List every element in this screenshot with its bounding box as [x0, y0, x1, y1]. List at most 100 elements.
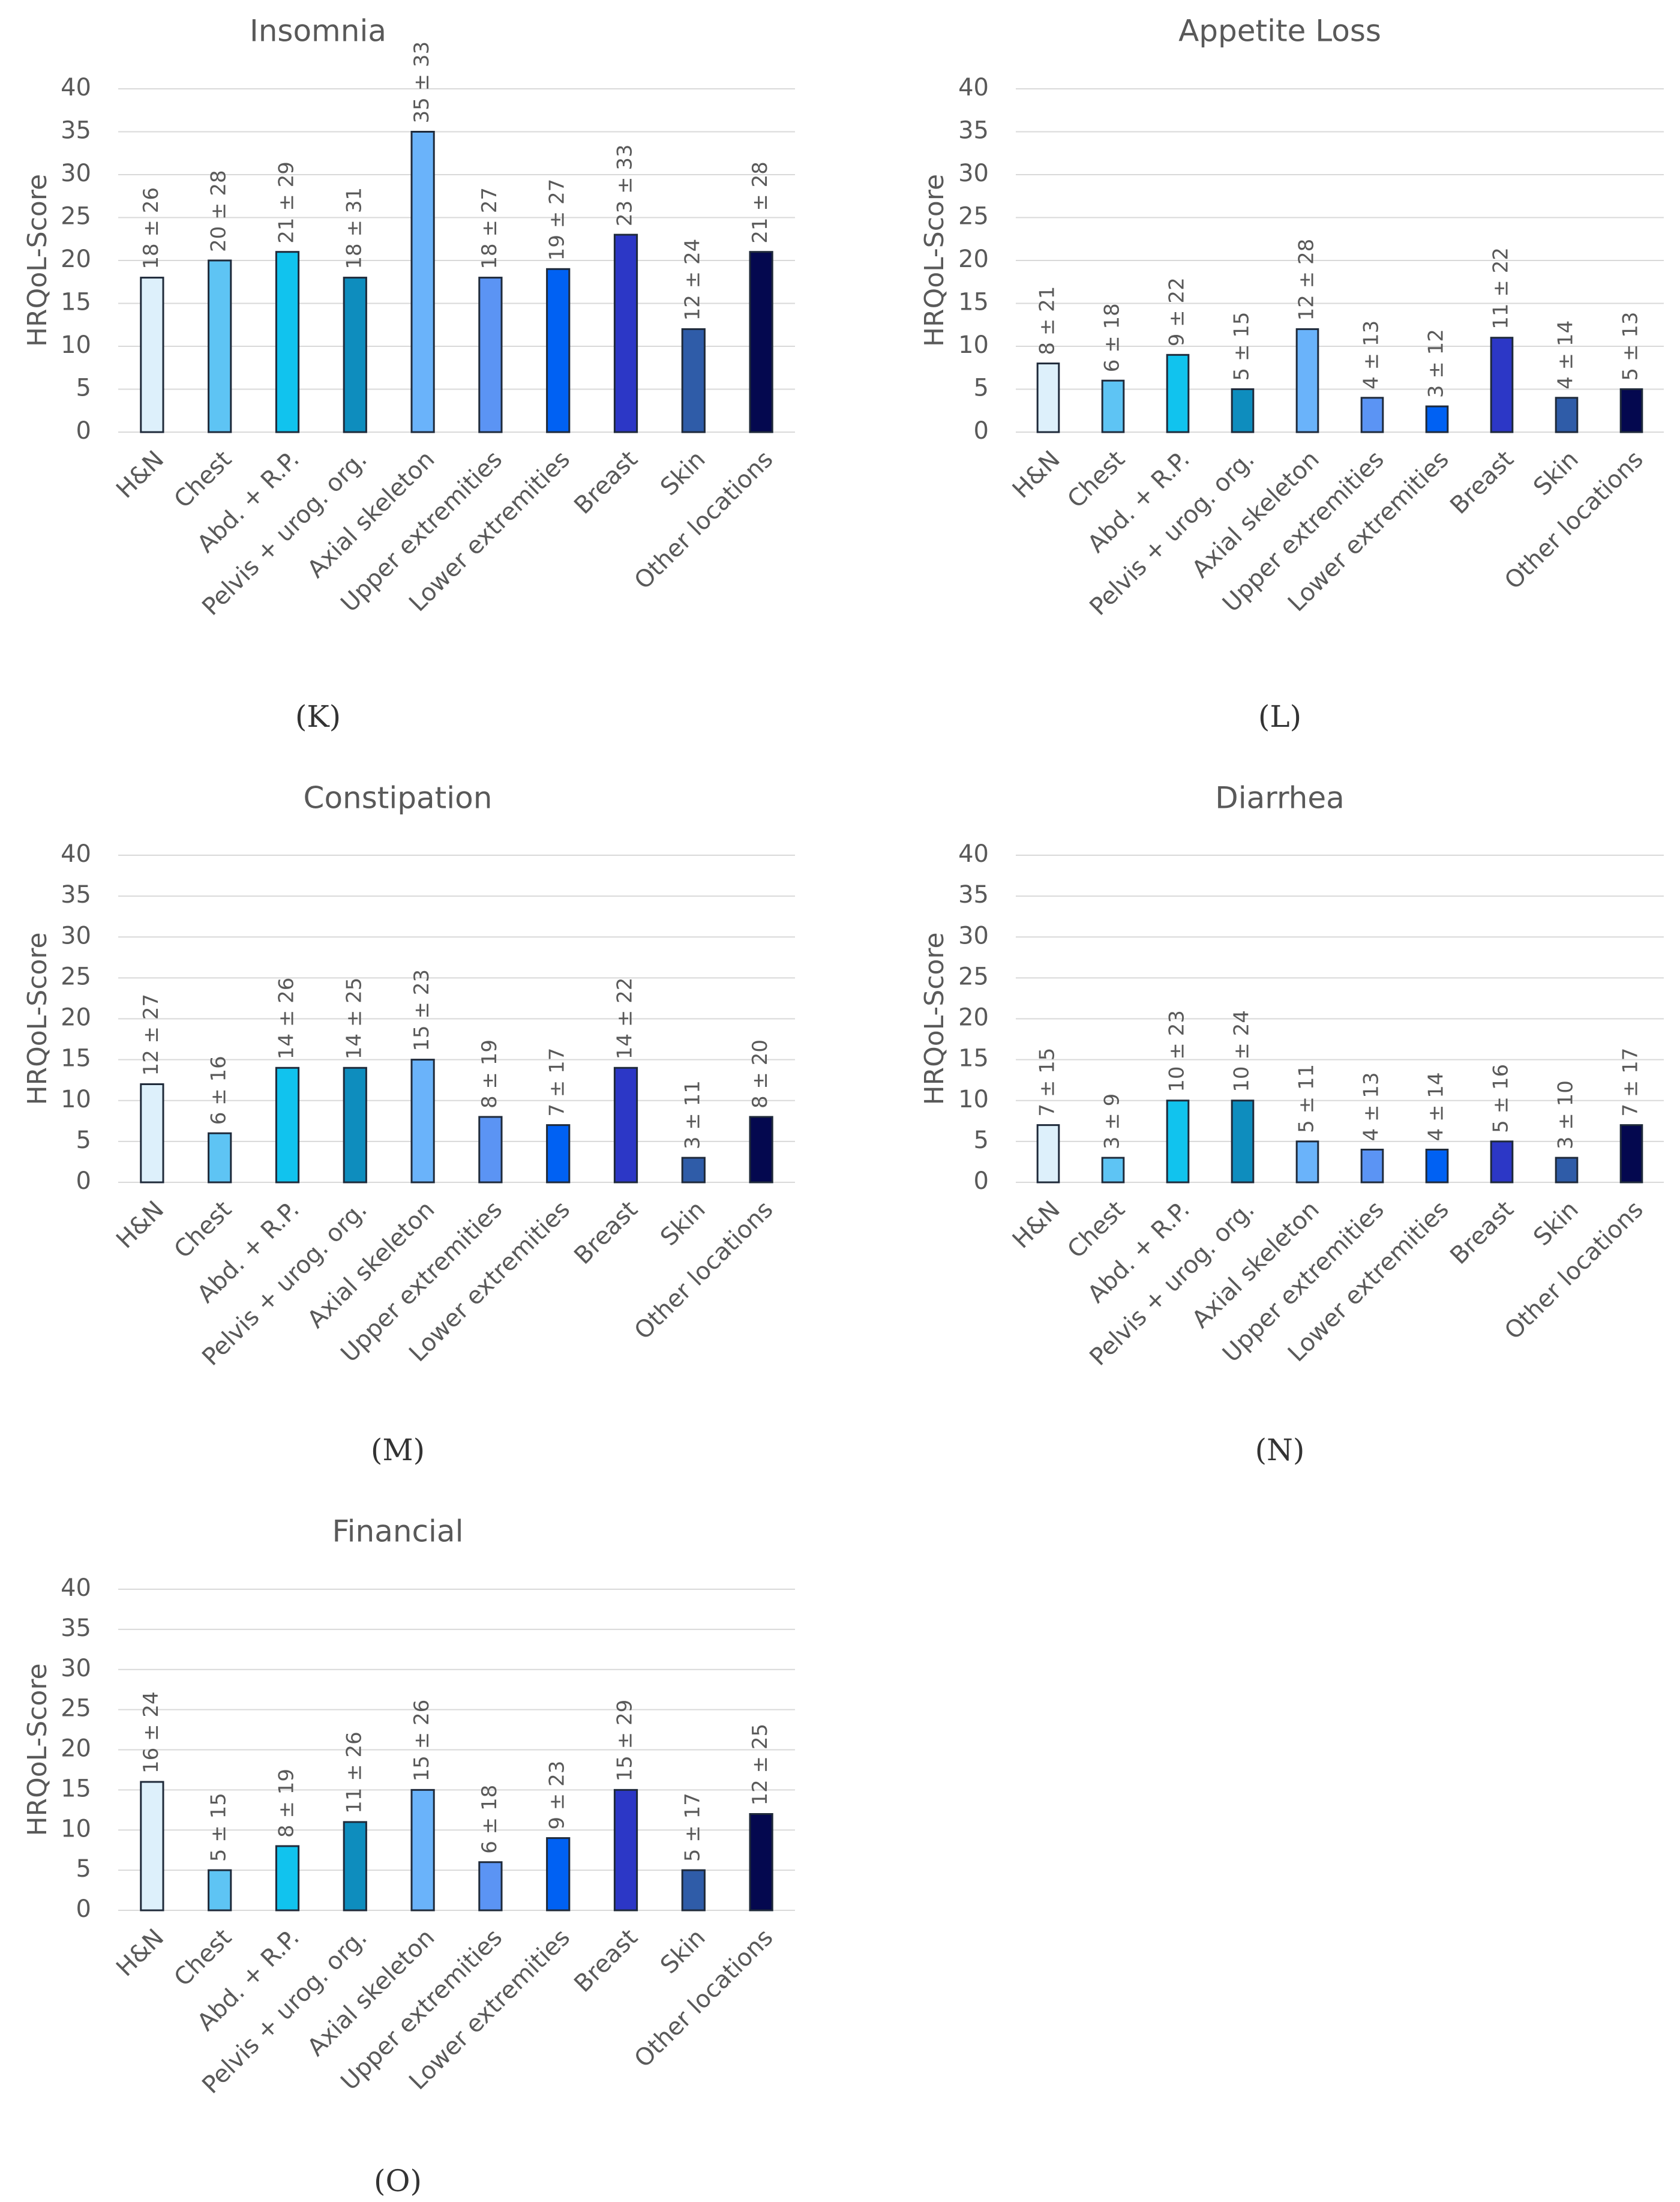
data-label: 6 ± 18	[1100, 303, 1124, 372]
bar	[613, 1066, 638, 1184]
bar	[1166, 353, 1190, 433]
y-tick-label: 25	[61, 1695, 91, 1722]
y-tick-label: 35	[61, 881, 91, 909]
bar	[1101, 1157, 1125, 1184]
chart-title: Insomnia	[250, 14, 386, 49]
y-tick-label: 0	[974, 1167, 989, 1195]
chart-title: Diarrhea	[1215, 781, 1344, 816]
bar	[1360, 397, 1384, 433]
data-label: 3 ± 10	[1554, 1080, 1578, 1149]
data-label: 18 ± 31	[342, 187, 366, 269]
bar	[546, 1124, 571, 1184]
y-tick-label: 25	[958, 203, 989, 230]
y-tick-label: 0	[974, 417, 989, 445]
bar	[1295, 1140, 1319, 1184]
y-tick-label: 35	[958, 881, 989, 909]
panel-label: (M)	[371, 1433, 425, 1467]
bar	[208, 259, 232, 433]
y-tick-label: 0	[76, 1167, 91, 1195]
y-tick-label: 35	[61, 1614, 91, 1642]
data-label: 3 ± 11	[680, 1080, 704, 1149]
y-tick-label: 15	[61, 1775, 91, 1802]
category-label: Breast	[569, 1196, 643, 1270]
bar	[546, 1837, 571, 1912]
data-label: 16 ± 24	[139, 1691, 163, 1773]
category-label: Breast	[569, 1924, 643, 1998]
y-tick-label: 0	[76, 1895, 91, 1923]
bar	[613, 233, 638, 433]
data-label: 5 ± 15	[1230, 312, 1254, 381]
data-label: 3 ± 9	[1100, 1093, 1124, 1149]
y-tick-label: 5	[974, 1127, 989, 1154]
y-tick-label: 0	[76, 417, 91, 445]
bar	[208, 1869, 232, 1912]
bar	[1490, 337, 1514, 433]
data-label: 11 ± 22	[1489, 247, 1513, 329]
bar	[749, 1813, 773, 1912]
bar	[546, 268, 571, 433]
data-label: 5 ± 17	[680, 1793, 704, 1862]
bar	[1036, 1124, 1060, 1184]
data-label: 12 ± 27	[139, 994, 163, 1076]
chart-title: Constipation	[304, 781, 493, 816]
data-label: 21 ± 29	[275, 161, 299, 244]
y-tick-label: 40	[958, 74, 989, 101]
data-label: 18 ± 27	[478, 187, 502, 269]
data-label: 5 ± 11	[1295, 1064, 1319, 1133]
data-label: 21 ± 28	[748, 161, 772, 244]
category-label: H&N	[111, 1196, 169, 1254]
bar	[140, 277, 164, 433]
y-axis-label: HRQoL-Score	[919, 174, 950, 347]
bar	[613, 1788, 638, 1912]
bar	[749, 1116, 773, 1184]
data-label: 10 ± 23	[1165, 1010, 1189, 1092]
bar	[1231, 388, 1255, 433]
bar	[275, 1066, 300, 1184]
data-label: 20 ± 28	[207, 170, 231, 252]
data-label: 7 ± 17	[1619, 1048, 1643, 1117]
data-label: 5 ± 15	[207, 1793, 231, 1862]
data-label: 5 ± 13	[1619, 312, 1643, 381]
bar	[343, 1066, 367, 1184]
bar	[681, 1869, 706, 1912]
y-tick-label: 40	[61, 74, 91, 101]
data-label: 7 ± 17	[545, 1048, 569, 1117]
data-label: 14 ± 25	[342, 978, 366, 1060]
panel-label: (L)	[1258, 699, 1301, 734]
y-axis-label: HRQoL-Score	[22, 932, 53, 1105]
y-tick-label: 30	[61, 922, 91, 949]
y-tick-label: 40	[61, 1574, 91, 1602]
y-tick-label: 10	[61, 331, 91, 359]
data-label: 8 ± 19	[275, 1769, 299, 1838]
bar	[1295, 328, 1319, 433]
bar	[343, 1821, 367, 1912]
data-label: 4 ± 13	[1360, 1072, 1384, 1142]
y-tick-label: 25	[61, 963, 91, 990]
y-tick-label: 30	[61, 1655, 91, 1682]
y-tick-label: 10	[958, 331, 989, 359]
bar	[1036, 362, 1060, 433]
category-label: H&N	[111, 1924, 169, 1982]
category-label: Breast	[1445, 1196, 1519, 1270]
panel-label: (O)	[374, 2164, 422, 2198]
chart-panel-o: Financial 0 5 10 15 20 25 30 35 40 HRQoL-Score 16 ±…	[22, 1514, 795, 2198]
data-label: 10 ± 24	[1230, 1010, 1254, 1092]
bar	[1555, 397, 1579, 433]
chart-panel-n: Diarrhea 0 5 10 15 20 25 30 35 40 HRQoL-Score 7 ± 1…	[919, 781, 1664, 1467]
y-tick-label: 20	[61, 1004, 91, 1032]
y-tick-label: 20	[958, 1004, 989, 1032]
y-tick-label: 5	[974, 375, 989, 402]
data-label: 14 ± 26	[275, 978, 299, 1060]
bar	[1490, 1140, 1514, 1184]
y-tick-label: 20	[958, 245, 989, 273]
data-label: 6 ± 16	[207, 1056, 231, 1125]
y-tick-label: 5	[76, 1127, 91, 1154]
bar	[410, 1059, 435, 1184]
data-label: 35 ± 33	[410, 41, 434, 124]
panel-label: (K)	[295, 699, 341, 734]
bar	[749, 251, 773, 433]
y-tick-label: 5	[76, 375, 91, 402]
data-label: 11 ± 26	[342, 1731, 366, 1814]
y-tick-label: 20	[61, 245, 91, 273]
